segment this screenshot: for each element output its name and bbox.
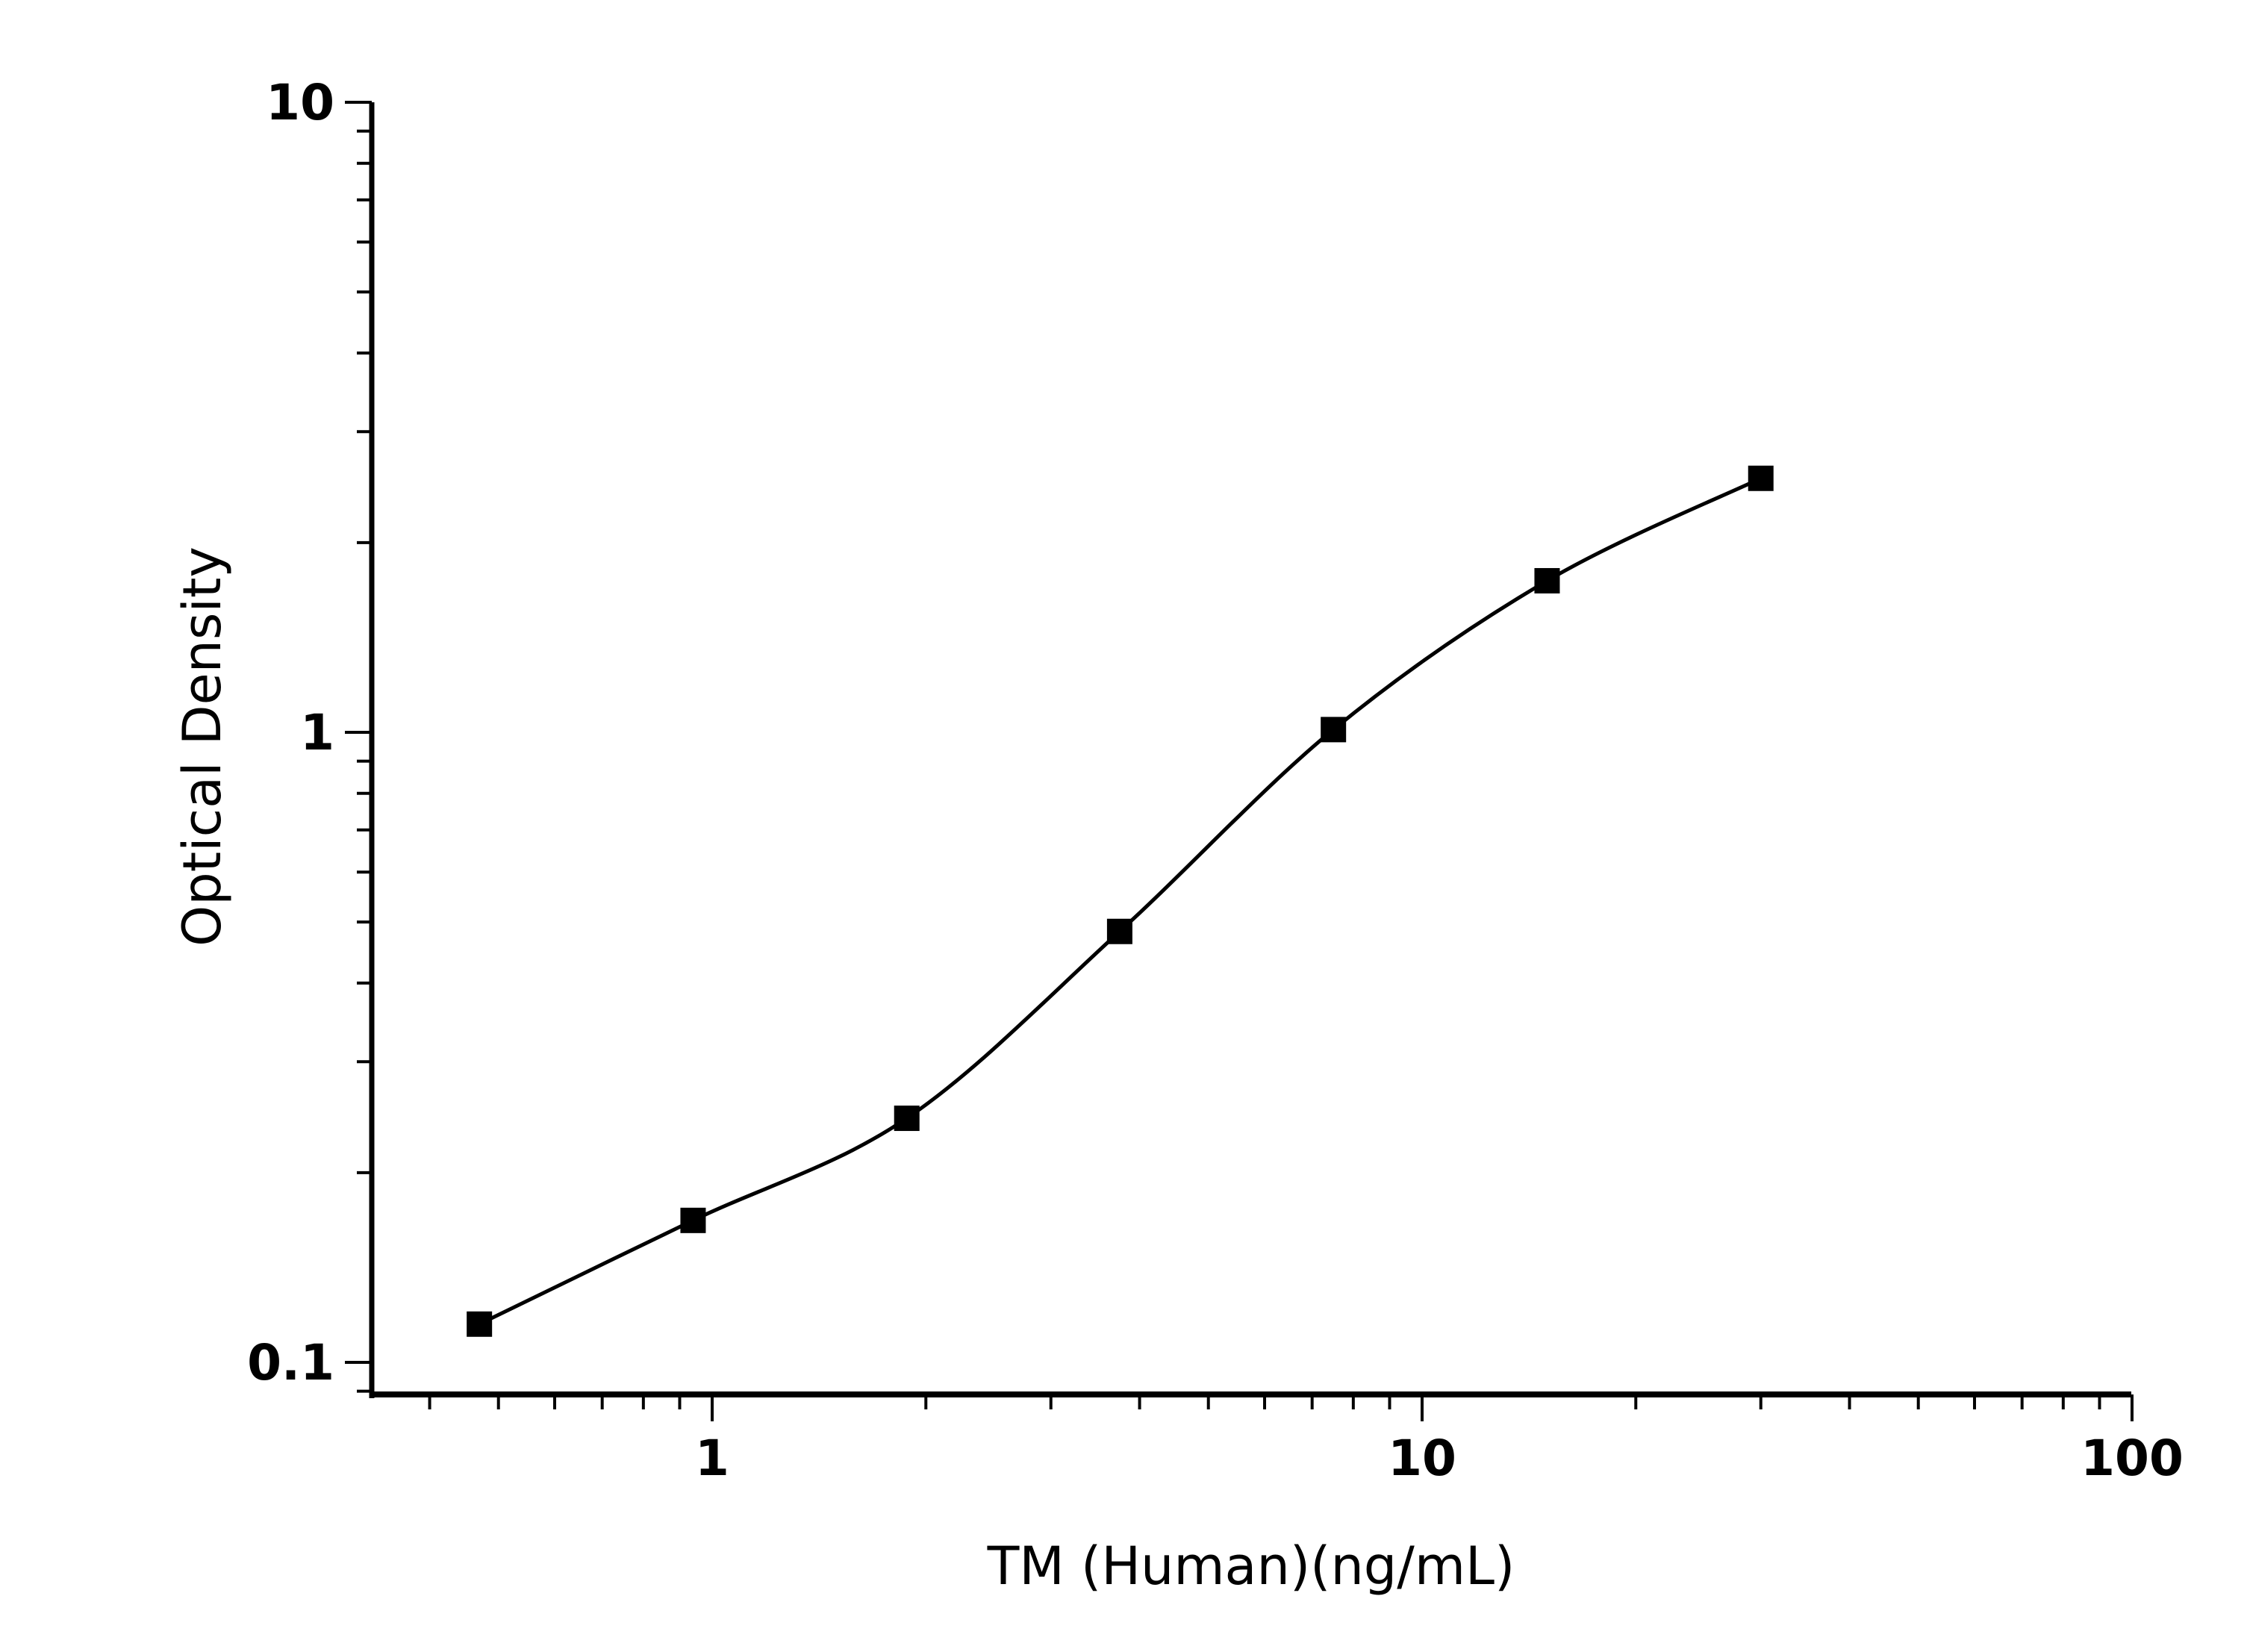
data-point-square [894,1106,920,1132]
data-point-square [680,1207,706,1233]
y-tick-label: 0.1 [247,1334,334,1391]
x-tick-labels: 1 10 100 [695,1430,2184,1487]
data-point-square [1106,918,1132,944]
data-point-square [1748,465,1774,491]
y-tick-label: 10 [266,74,334,131]
fit-curve-group [479,476,1762,1327]
data-point-square [467,1311,493,1337]
fit-curve [479,476,1762,1327]
data-points [467,465,1774,1337]
y-tick-labels: 0.1 1 10 [247,74,334,1391]
x-tick-label: 100 [2081,1430,2184,1487]
x-axis-title: TM (Human)(ng/mL) [987,1536,1515,1597]
data-point-square [1534,567,1560,593]
axes [345,101,2134,1421]
data-point-square [1321,717,1347,743]
y-tick-label: 1 [300,704,334,761]
x-tick-label: 10 [1388,1430,1456,1487]
x-tick-label: 1 [695,1430,729,1487]
y-axis-title: Optical Density [172,546,233,947]
